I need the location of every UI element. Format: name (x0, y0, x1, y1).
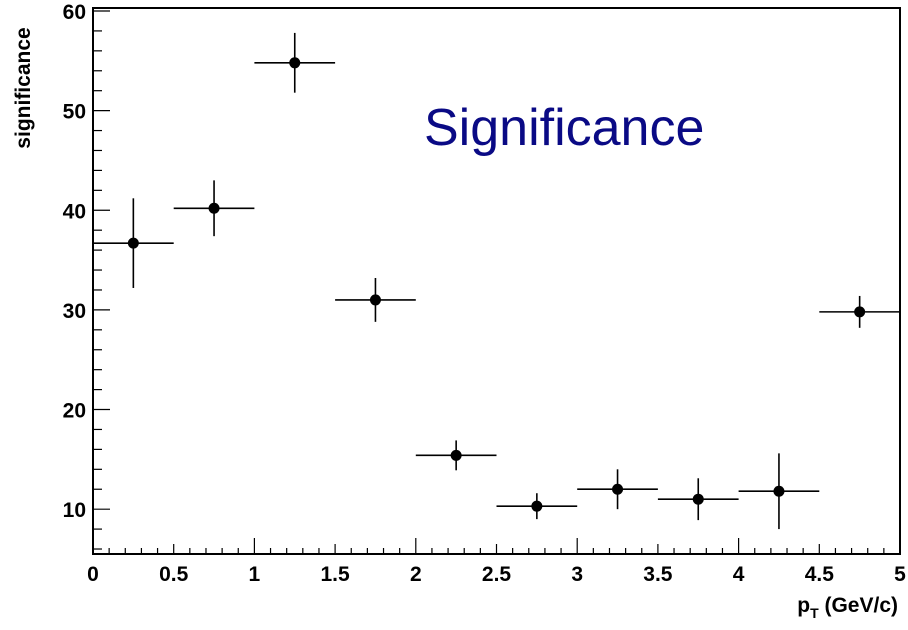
x-tick-label: 4.5 (805, 563, 835, 586)
y-tick-label: 10 (63, 499, 86, 522)
x-tick-label: 3.5 (643, 563, 673, 586)
data-points (93, 32, 900, 530)
data-point (254, 32, 336, 93)
y-axis-title: significance (12, 27, 35, 148)
data-marker (612, 483, 624, 495)
data-point (173, 180, 255, 237)
data-marker (450, 449, 462, 461)
y-tick-label: 50 (63, 101, 86, 124)
x-axis: 0 0.5 1 1.5 2 2.5 3 3.5 4 4.5 5 (87, 538, 906, 586)
y-tick-label: 60 (63, 1, 86, 24)
x-axis-title-subscript: T (810, 605, 819, 621)
chart-annotation: Significance (424, 99, 704, 157)
x-tick-label: 2 (410, 563, 422, 586)
x-axis-title-rest: (GeV/c) (819, 594, 898, 617)
data-marker (369, 294, 381, 306)
x-axis-title: pT (GeV/c) (797, 594, 898, 621)
data-marker (289, 57, 301, 69)
y-tick-label: 40 (63, 200, 86, 223)
data-marker (854, 306, 866, 318)
x-tick-label: 1.5 (320, 563, 350, 586)
data-point (415, 440, 497, 471)
data-marker (773, 485, 785, 497)
x-tick-label: 3 (571, 563, 583, 586)
x-tick-label: 5 (894, 563, 906, 586)
y-tick-label: 20 (63, 400, 86, 423)
data-point (577, 469, 658, 510)
data-marker (692, 493, 704, 505)
data-marker (127, 237, 139, 249)
data-point (738, 453, 820, 530)
x-tick-label: 0.5 (159, 563, 189, 586)
x-axis-title-main: p (797, 594, 810, 617)
data-point (335, 278, 416, 322)
y-tick-label: 30 (63, 300, 86, 323)
x-tick-label: 0 (87, 563, 99, 586)
data-marker (208, 202, 220, 214)
x-tick-label: 2.5 (482, 563, 512, 586)
x-tick-label: 1 (249, 563, 261, 586)
data-point (657, 478, 739, 521)
data-point (496, 493, 578, 520)
x-tick-label: 4 (733, 563, 745, 586)
y-axis: 10 20 30 40 50 60 (63, 1, 110, 550)
data-point (93, 198, 174, 288)
data-point (819, 295, 900, 328)
data-marker (531, 500, 543, 512)
